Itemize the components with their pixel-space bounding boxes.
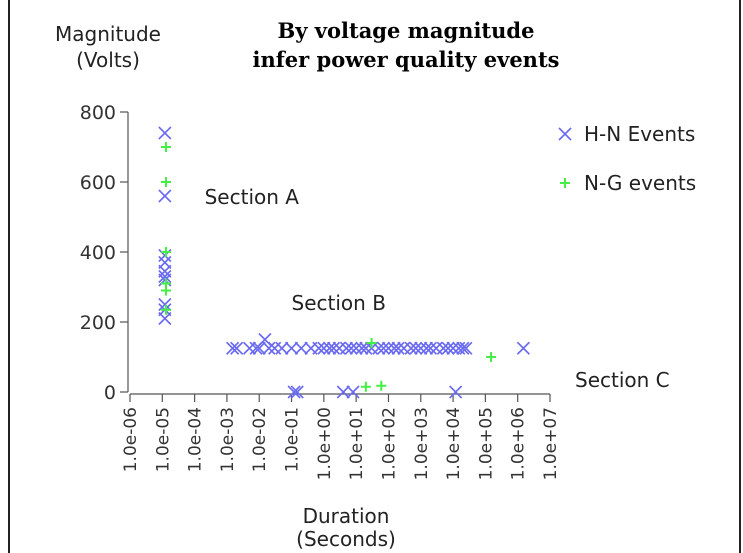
h-n-event-point [429, 341, 443, 355]
chart-title-line-1: By voltage magnitude [278, 18, 535, 43]
h-n-event-point [376, 341, 391, 355]
h-n-event-point [409, 341, 423, 355]
x-tick-label: 1.0e+03 [412, 407, 432, 480]
h-n-event-point [230, 341, 244, 355]
h-n-event-point [404, 341, 418, 355]
legend: H-N Events N-G events [558, 122, 696, 195]
x-tick-label: 1.0e+07 [541, 407, 561, 480]
scatter-chart: By voltage magnitude infer power quality… [55, 18, 696, 551]
x-axis-label-line-2: (Seconds) [296, 527, 396, 551]
h-n-event-point [158, 311, 172, 326]
x-tick-label: 1.0e+04 [444, 407, 464, 480]
h-n-event-point [414, 341, 428, 355]
h-n-event-point [381, 341, 396, 355]
h-n-event-point [322, 341, 337, 355]
h-n-event-point [226, 341, 240, 355]
y-tick-label: 200 [80, 312, 116, 334]
h-n-event-point [423, 341, 438, 355]
h-n-event-point [355, 341, 369, 355]
n-g-event-point [376, 380, 387, 391]
h-n-event-point [275, 341, 289, 355]
h-n-event-point [344, 341, 358, 355]
h-n-event-point [312, 341, 326, 355]
h-n-event-point [242, 341, 257, 355]
h-n-event-point [336, 385, 350, 399]
y-tick-label: 800 [80, 102, 116, 124]
n-g-event-point [160, 304, 171, 315]
h-n-event-point [516, 341, 530, 355]
legend-marker-h-n [558, 127, 572, 141]
n-g-event-point [160, 142, 171, 152]
x-tick-label: 1.0e-05 [153, 407, 173, 472]
x-tick-label: 1.0e-03 [218, 407, 238, 472]
axes: 800 600 400 200 01.0e-06 1.0e-05 1.0e-04 1.0e-0… [80, 102, 561, 480]
n-g-event-point [366, 338, 377, 348]
n-g-event-point [486, 352, 497, 362]
h-n-event-point [158, 297, 172, 312]
section-annotation: Section C [575, 368, 670, 392]
data-marks [158, 126, 530, 399]
x-tick-label: 1.0e-02 [250, 407, 270, 472]
y-axis-label-line-1: Magnitude [55, 22, 161, 46]
section-annotation: Section A [205, 185, 300, 209]
h-n-event-point [359, 341, 373, 355]
x-axis-label-line-1: Duration [303, 504, 390, 528]
x-tick-label: 1.0e+02 [379, 407, 399, 480]
y-axis-label-line-2: (Volts) [76, 48, 140, 72]
h-n-event-point [262, 341, 276, 355]
h-n-event-point [158, 189, 172, 203]
n-g-event-point [360, 381, 371, 392]
x-tick-label: 1.0e+05 [476, 407, 496, 480]
y-tick-label: 0 [104, 382, 116, 404]
h-n-event-point [290, 385, 304, 399]
h-n-event-point [268, 341, 282, 355]
h-n-event-point [372, 341, 386, 355]
h-n-event-point [327, 341, 341, 355]
h-n-event-point [294, 341, 308, 355]
h-n-event-point [456, 341, 470, 355]
legend-label: N-G events [584, 171, 696, 195]
y-tick-label: 400 [80, 242, 116, 264]
h-n-event-point [252, 341, 266, 355]
h-n-event-point [436, 341, 450, 355]
legend-label: H-N Events [584, 122, 695, 146]
h-n-event-point [158, 269, 172, 284]
chart-title-line-2: infer power quality events [253, 47, 560, 72]
annotations: Section A Section B Section C [205, 185, 670, 392]
chart-frame: By voltage magnitude infer power quality… [8, 0, 741, 553]
n-g-event-point [160, 247, 171, 257]
h-n-event-point [446, 341, 460, 355]
h-n-event-point [459, 341, 473, 355]
x-tick-label: 1.0e+00 [315, 407, 335, 480]
x-tick-label: 1.0e-04 [186, 407, 206, 472]
n-g-event-point [160, 177, 171, 187]
x-tick-label: 1.0e-06 [121, 407, 141, 472]
h-n-event-point [332, 341, 346, 355]
h-n-event-point [158, 126, 172, 140]
x-tick-label: 1.0e+01 [347, 407, 367, 480]
h-n-event-point [419, 341, 434, 355]
h-n-event-point [397, 341, 411, 355]
n-g-event-point [160, 285, 171, 296]
legend-marker-n-g [560, 178, 570, 188]
h-n-event-point [317, 341, 331, 355]
y-tick-label: 600 [80, 172, 116, 194]
x-tick-label: 1.0e-01 [283, 407, 303, 472]
h-n-event-point [349, 341, 363, 355]
h-n-event-point [441, 341, 455, 355]
h-n-event-point [387, 341, 401, 355]
section-annotation: Section B [292, 291, 386, 315]
h-n-event-point [449, 385, 463, 399]
x-tick-label: 1.0e+06 [509, 407, 529, 480]
h-n-event-point [284, 341, 299, 355]
h-n-event-point [391, 341, 405, 355]
h-n-event-point [287, 385, 301, 399]
h-n-event-point [339, 341, 353, 355]
h-n-event-point [346, 385, 360, 399]
